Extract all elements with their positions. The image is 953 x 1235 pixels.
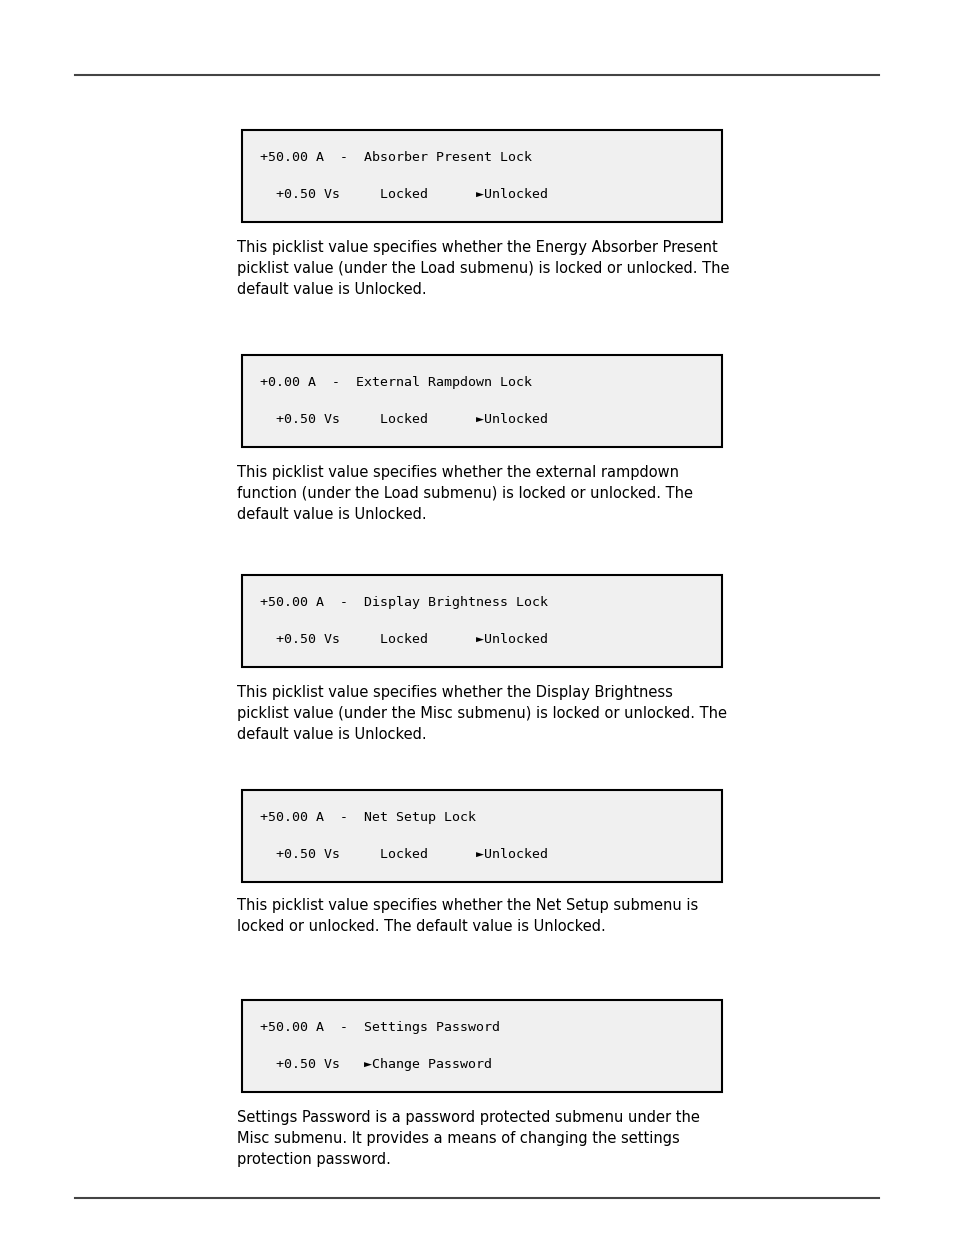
FancyBboxPatch shape	[242, 130, 721, 222]
FancyBboxPatch shape	[242, 576, 721, 667]
FancyBboxPatch shape	[242, 790, 721, 882]
Text: This picklist value specifies whether the external rampdown
function (under the : This picklist value specifies whether th…	[236, 466, 692, 522]
Text: +0.00 A  -  External Rampdown Lock: +0.00 A - External Rampdown Lock	[260, 377, 532, 389]
Text: +50.00 A  -  Settings Password: +50.00 A - Settings Password	[260, 1021, 499, 1034]
Text: This picklist value specifies whether the Energy Absorber Present
picklist value: This picklist value specifies whether th…	[236, 240, 729, 296]
Text: +0.50 Vs     Locked      ►Unlocked: +0.50 Vs Locked ►Unlocked	[260, 412, 547, 426]
Text: +0.50 Vs     Locked      ►Unlocked: +0.50 Vs Locked ►Unlocked	[260, 188, 547, 201]
FancyBboxPatch shape	[242, 1000, 721, 1092]
Text: +50.00 A  -  Net Setup Lock: +50.00 A - Net Setup Lock	[260, 811, 476, 824]
Text: +0.50 Vs   ►Change Password: +0.50 Vs ►Change Password	[260, 1058, 492, 1071]
Text: +50.00 A  -  Absorber Present Lock: +50.00 A - Absorber Present Lock	[260, 151, 532, 164]
Text: Settings Password is a password protected submenu under the
Misc submenu. It pro: Settings Password is a password protecte…	[236, 1110, 700, 1167]
Text: +0.50 Vs     Locked      ►Unlocked: +0.50 Vs Locked ►Unlocked	[260, 848, 547, 861]
Text: This picklist value specifies whether the Display Brightness
picklist value (und: This picklist value specifies whether th…	[236, 685, 726, 742]
Text: This picklist value specifies whether the Net Setup submenu is
locked or unlocke: This picklist value specifies whether th…	[236, 898, 698, 934]
Text: +0.50 Vs     Locked      ►Unlocked: +0.50 Vs Locked ►Unlocked	[260, 632, 547, 646]
Text: +50.00 A  -  Display Brightness Lock: +50.00 A - Display Brightness Lock	[260, 597, 547, 609]
FancyBboxPatch shape	[242, 354, 721, 447]
